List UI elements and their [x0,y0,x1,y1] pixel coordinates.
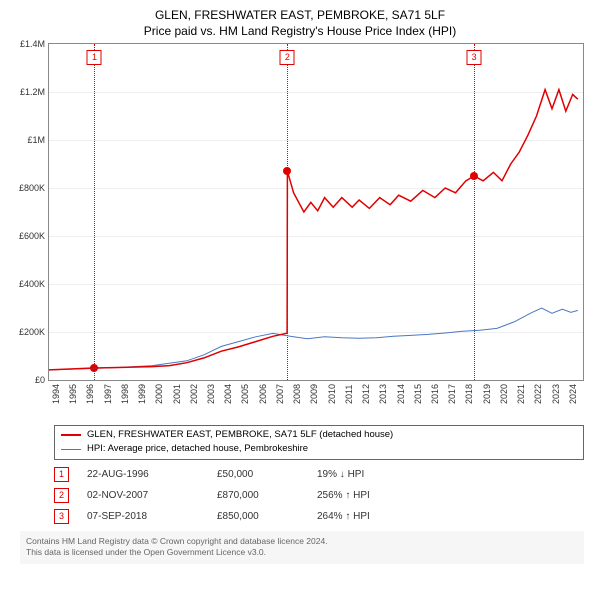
series-hpi [49,308,578,370]
legend-item: GLEN, FRESHWATER EAST, PEMBROKE, SA71 5L… [61,428,577,442]
x-axis-label: 1997 [103,384,113,404]
sale-hpi: 256% ↑ HPI [317,490,427,501]
sale-row-marker: 2 [54,488,69,503]
sale-date: 22-AUG-1996 [87,469,217,480]
y-axis-label: £0 [35,375,49,385]
y-axis-label: £400K [19,279,49,289]
x-axis-label: 1999 [137,384,147,404]
sale-price: £850,000 [217,511,317,522]
sale-row: 3 07-SEP-2018£850,000264% ↑ HPI [54,506,584,527]
x-axis-label: 2021 [516,384,526,404]
sale-row-marker: 1 [54,467,69,482]
x-axis-label: 2006 [258,384,268,404]
x-axis-label: 2024 [568,384,578,404]
chart-area: £0£200K£400K£600K£800K£1M£1.2M£1.4M19941… [10,43,590,423]
title-line1: GLEN, FRESHWATER EAST, PEMBROKE, SA71 5L… [10,8,590,24]
x-axis-label: 2012 [361,384,371,404]
x-axis-label: 1995 [68,384,78,404]
y-axis-label: £1M [27,135,49,145]
sale-date: 07-SEP-2018 [87,511,217,522]
sale-hpi: 19% ↓ HPI [317,469,427,480]
x-axis-label: 2013 [378,384,388,404]
x-axis-label: 2014 [396,384,406,404]
y-axis-label: £1.4M [20,39,49,49]
chart-title: GLEN, FRESHWATER EAST, PEMBROKE, SA71 5L… [10,8,590,39]
x-axis-label: 2011 [344,385,354,404]
title-line2: Price paid vs. HM Land Registry's House … [10,24,590,40]
x-axis-label: 2007 [275,384,285,404]
sale-date: 02-NOV-2007 [87,490,217,501]
x-axis-label: 2010 [327,384,337,404]
sale-row: 2 02-NOV-2007£870,000256% ↑ HPI [54,485,584,506]
x-axis-label: 2000 [154,384,164,404]
x-axis-label: 1996 [85,384,95,404]
x-axis-label: 2019 [482,384,492,404]
x-axis-label: 1998 [120,384,130,404]
y-axis-label: £600K [19,231,49,241]
sale-price: £870,000 [217,490,317,501]
sale-price: £50,000 [217,469,317,480]
x-axis-label: 2022 [533,384,543,404]
footer-line2: This data is licensed under the Open Gov… [26,547,578,558]
x-axis-label: 2001 [172,384,182,404]
x-axis-label: 2009 [309,384,319,404]
x-axis-label: 1994 [51,384,61,404]
footer-line1: Contains HM Land Registry data © Crown c… [26,536,578,547]
x-axis-label: 2017 [447,384,457,404]
sales-table: 1 22-AUG-1996£50,00019% ↓ HPI 2 02-NOV-2007… [54,464,584,527]
y-axis-label: £200K [19,327,49,337]
legend: GLEN, FRESHWATER EAST, PEMBROKE, SA71 5L… [54,425,584,460]
x-axis-label: 2004 [223,384,233,404]
sale-row-marker: 3 [54,509,69,524]
y-axis-label: £1.2M [20,87,49,97]
x-axis-label: 2018 [464,384,474,404]
x-axis-label: 2003 [206,384,216,404]
x-axis-label: 2005 [240,384,250,404]
x-axis-label: 2002 [189,384,199,404]
x-axis-label: 2008 [292,384,302,404]
sale-hpi: 264% ↑ HPI [317,511,427,522]
x-axis-label: 2020 [499,384,509,404]
x-axis-label: 2016 [430,384,440,404]
x-axis-label: 2015 [413,384,423,404]
legend-item: HPI: Average price, detached house, Pemb… [61,442,577,456]
footer-note: Contains HM Land Registry data © Crown c… [20,531,584,564]
x-axis-label: 2023 [551,384,561,404]
sale-row: 1 22-AUG-1996£50,00019% ↓ HPI [54,464,584,485]
y-axis-label: £800K [19,183,49,193]
